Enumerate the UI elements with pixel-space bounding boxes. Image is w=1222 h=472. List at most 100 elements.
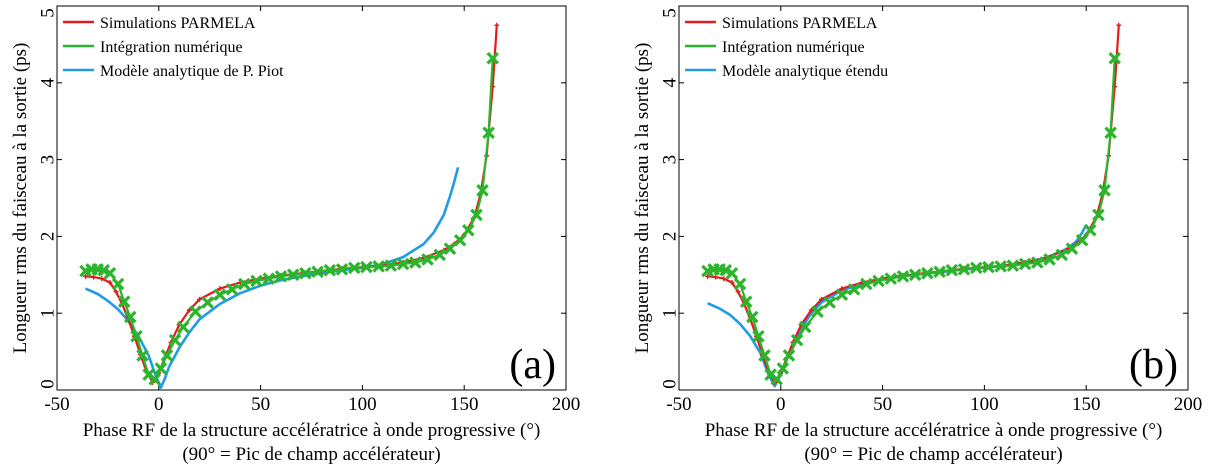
data-point-integration — [421, 253, 434, 266]
data-point-integration — [201, 296, 214, 309]
legend: Simulations PARMELA Intégration numérique… — [63, 15, 284, 80]
x-tick-label: 150 — [450, 394, 479, 415]
data-point-parmela — [494, 22, 500, 28]
x-tick-label: 150 — [1072, 394, 1101, 415]
data-point-parmela — [735, 289, 741, 295]
data-point-integration — [1043, 253, 1056, 266]
data-point-integration — [1031, 256, 1044, 269]
data-point-parmela — [729, 279, 735, 285]
data-point-integration — [739, 295, 753, 308]
panel-label: (a) — [509, 342, 556, 388]
data-point-integration — [1092, 208, 1105, 222]
data-point-parmela — [197, 296, 203, 302]
data-point-parmela — [99, 276, 105, 282]
data-point-integration — [1108, 51, 1121, 65]
y-tick-label: 4 — [659, 78, 680, 88]
data-point-integration — [758, 349, 771, 362]
data-point-integration — [1018, 257, 1032, 271]
data-point-integration — [884, 272, 898, 285]
y-tick-label: 5 — [659, 8, 680, 18]
y-tick-label: 5 — [37, 8, 58, 18]
data-point-integration — [433, 248, 447, 262]
data-point-integration — [335, 263, 349, 276]
data-point-integration — [798, 320, 812, 334]
data-point-integration — [1098, 184, 1111, 197]
data-point-integration — [124, 310, 137, 324]
data-point-integration — [746, 310, 759, 324]
x-tick-label: 100 — [970, 394, 999, 415]
data-point-parmela — [217, 286, 223, 292]
data-point-integration — [908, 268, 922, 282]
y-tick-label: 3 — [37, 155, 58, 165]
legend-item-parmela: Simulations PARMELA — [685, 15, 878, 32]
x-tick-label: -50 — [44, 394, 69, 415]
data-point-integration — [189, 305, 202, 318]
data-point-integration — [847, 283, 861, 296]
data-point-integration — [782, 349, 796, 362]
panel-label: (b) — [1129, 342, 1178, 388]
data-point-parmela — [705, 273, 711, 279]
legend-label: Modèle analytique étendu — [722, 63, 888, 80]
data-point-parmela — [107, 279, 113, 285]
x-tick-label: 50 — [873, 394, 892, 415]
data-point-integration — [872, 274, 885, 288]
data-point-integration — [770, 372, 783, 386]
data-point-parmela — [1116, 22, 1122, 28]
data-point-integration — [969, 261, 983, 275]
data-layer — [701, 22, 1122, 388]
legend-label: Simulations PARMELA — [722, 15, 878, 32]
data-point-integration — [347, 261, 361, 275]
data-point-integration — [299, 267, 312, 280]
data-point-integration — [957, 263, 971, 276]
data-point-integration — [117, 295, 131, 308]
data-point-integration — [776, 362, 790, 375]
y-tick-label: 4 — [37, 78, 58, 88]
x-axis-sublabel: (90° = Pic de champ accélérateur) — [182, 444, 440, 465]
legend-item-integration: Intégration numérique — [63, 39, 243, 56]
data-point-integration — [250, 274, 263, 288]
data-point-integration — [160, 349, 174, 362]
data-point-integration — [154, 362, 168, 375]
legend-label: Intégration numérique — [722, 39, 865, 56]
data-point-integration — [360, 260, 373, 274]
data-point-integration — [372, 260, 385, 273]
data-point-integration — [311, 265, 324, 278]
x-tick-label: -50 — [666, 394, 691, 415]
legend-item-parmela: Simulations PARMELA — [63, 15, 256, 32]
legend-label: Modèle analytique de P. Piot — [100, 63, 284, 80]
data-point-integration — [1006, 259, 1020, 272]
data-point-integration — [725, 267, 739, 280]
data-point-integration — [1075, 233, 1089, 247]
data-point-integration — [896, 270, 910, 283]
y-tick-label: 1 — [659, 308, 680, 318]
data-point-integration — [286, 268, 300, 282]
data-point-parmela — [839, 286, 845, 292]
data-point-integration — [933, 265, 946, 278]
chart-panel-a: -50 0 50 100 150 200 0 1 2 3 4 5 Phase RF de la stru… — [10, 5, 580, 465]
y-tick-label: 0 — [659, 379, 680, 389]
data-point-integration — [1104, 126, 1117, 139]
data-point-parmela — [721, 276, 727, 282]
data-point-integration — [811, 305, 824, 318]
data-point-integration — [719, 263, 733, 277]
legend-item-model: Modèle analytique étendu — [685, 63, 888, 80]
data-point-integration — [213, 288, 227, 302]
legend: Simulations PARMELA Intégration numérique… — [685, 15, 888, 80]
y-tick-label: 0 — [37, 379, 58, 389]
data-point-integration — [225, 283, 239, 296]
y-axis-label: Longueur rms du faisceau à la sortie (ps… — [632, 43, 653, 354]
data-point-integration — [262, 272, 276, 285]
data-point-integration — [982, 260, 995, 274]
data-point-integration — [733, 277, 747, 291]
data-point-integration — [103, 267, 117, 280]
data-point-integration — [384, 259, 398, 272]
data-point-parmela — [808, 307, 814, 313]
data-point-integration — [476, 184, 489, 197]
data-point-integration — [148, 372, 161, 386]
plot-frame — [678, 5, 1189, 391]
data-point-integration — [752, 329, 765, 343]
chart-panel-b: -50 0 50 100 150 200 0 1 2 3 4 5 Phase RF de la stru… — [632, 5, 1202, 465]
data-point-integration — [470, 208, 483, 222]
data-point-integration — [790, 333, 804, 347]
data-point-integration — [1055, 248, 1069, 262]
